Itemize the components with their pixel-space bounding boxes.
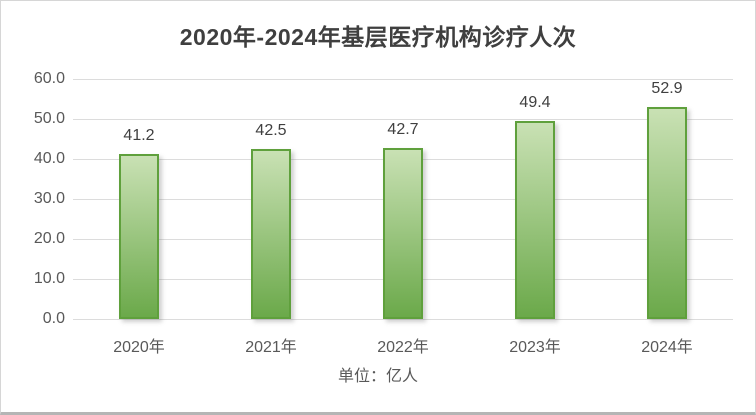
bar-2022年 (383, 148, 423, 319)
bar-value-label: 42.5 (255, 122, 287, 139)
bar-2024年 (647, 107, 687, 319)
bar-2020年 (119, 154, 159, 319)
bar-value-label: 42.7 (387, 121, 419, 139)
x-tick-label-2021年: 2021年 (245, 339, 297, 356)
y-tick-label: 30.0 (33, 190, 65, 207)
x-tick-label-2022年: 2022年 (377, 339, 429, 356)
bar-2023年 (515, 121, 555, 319)
bar-value-label: 41.2 (123, 127, 155, 145)
y-tick-label: 0.0 (42, 310, 65, 327)
x-tick-label-2023年: 2023年 (509, 339, 561, 356)
gridline (73, 319, 733, 320)
x-tick-label-2020年: 2020年 (113, 339, 165, 356)
plot-area: 41.2 42.5 42.7 49.4 52.9 (73, 79, 733, 320)
y-tick-label: 50.0 (33, 110, 65, 127)
bar-value-label: 52.9 (651, 80, 683, 98)
y-tick-label: 10.0 (33, 270, 65, 287)
bar-value-label: 49.4 (519, 94, 551, 112)
gridline (73, 79, 733, 80)
x-tick-label-2024年: 2024年 (641, 339, 693, 356)
chart-title: 2020年-2024年基层医疗机构诊疗人次 (179, 24, 577, 50)
gridline (73, 119, 733, 120)
unit-note: 单位：亿人 (337, 368, 418, 385)
y-tick-label: 60.0 (33, 70, 65, 87)
bar-2021年 (251, 149, 291, 319)
y-tick-label: 40.0 (33, 150, 65, 167)
y-tick-label: 20.0 (33, 230, 65, 247)
